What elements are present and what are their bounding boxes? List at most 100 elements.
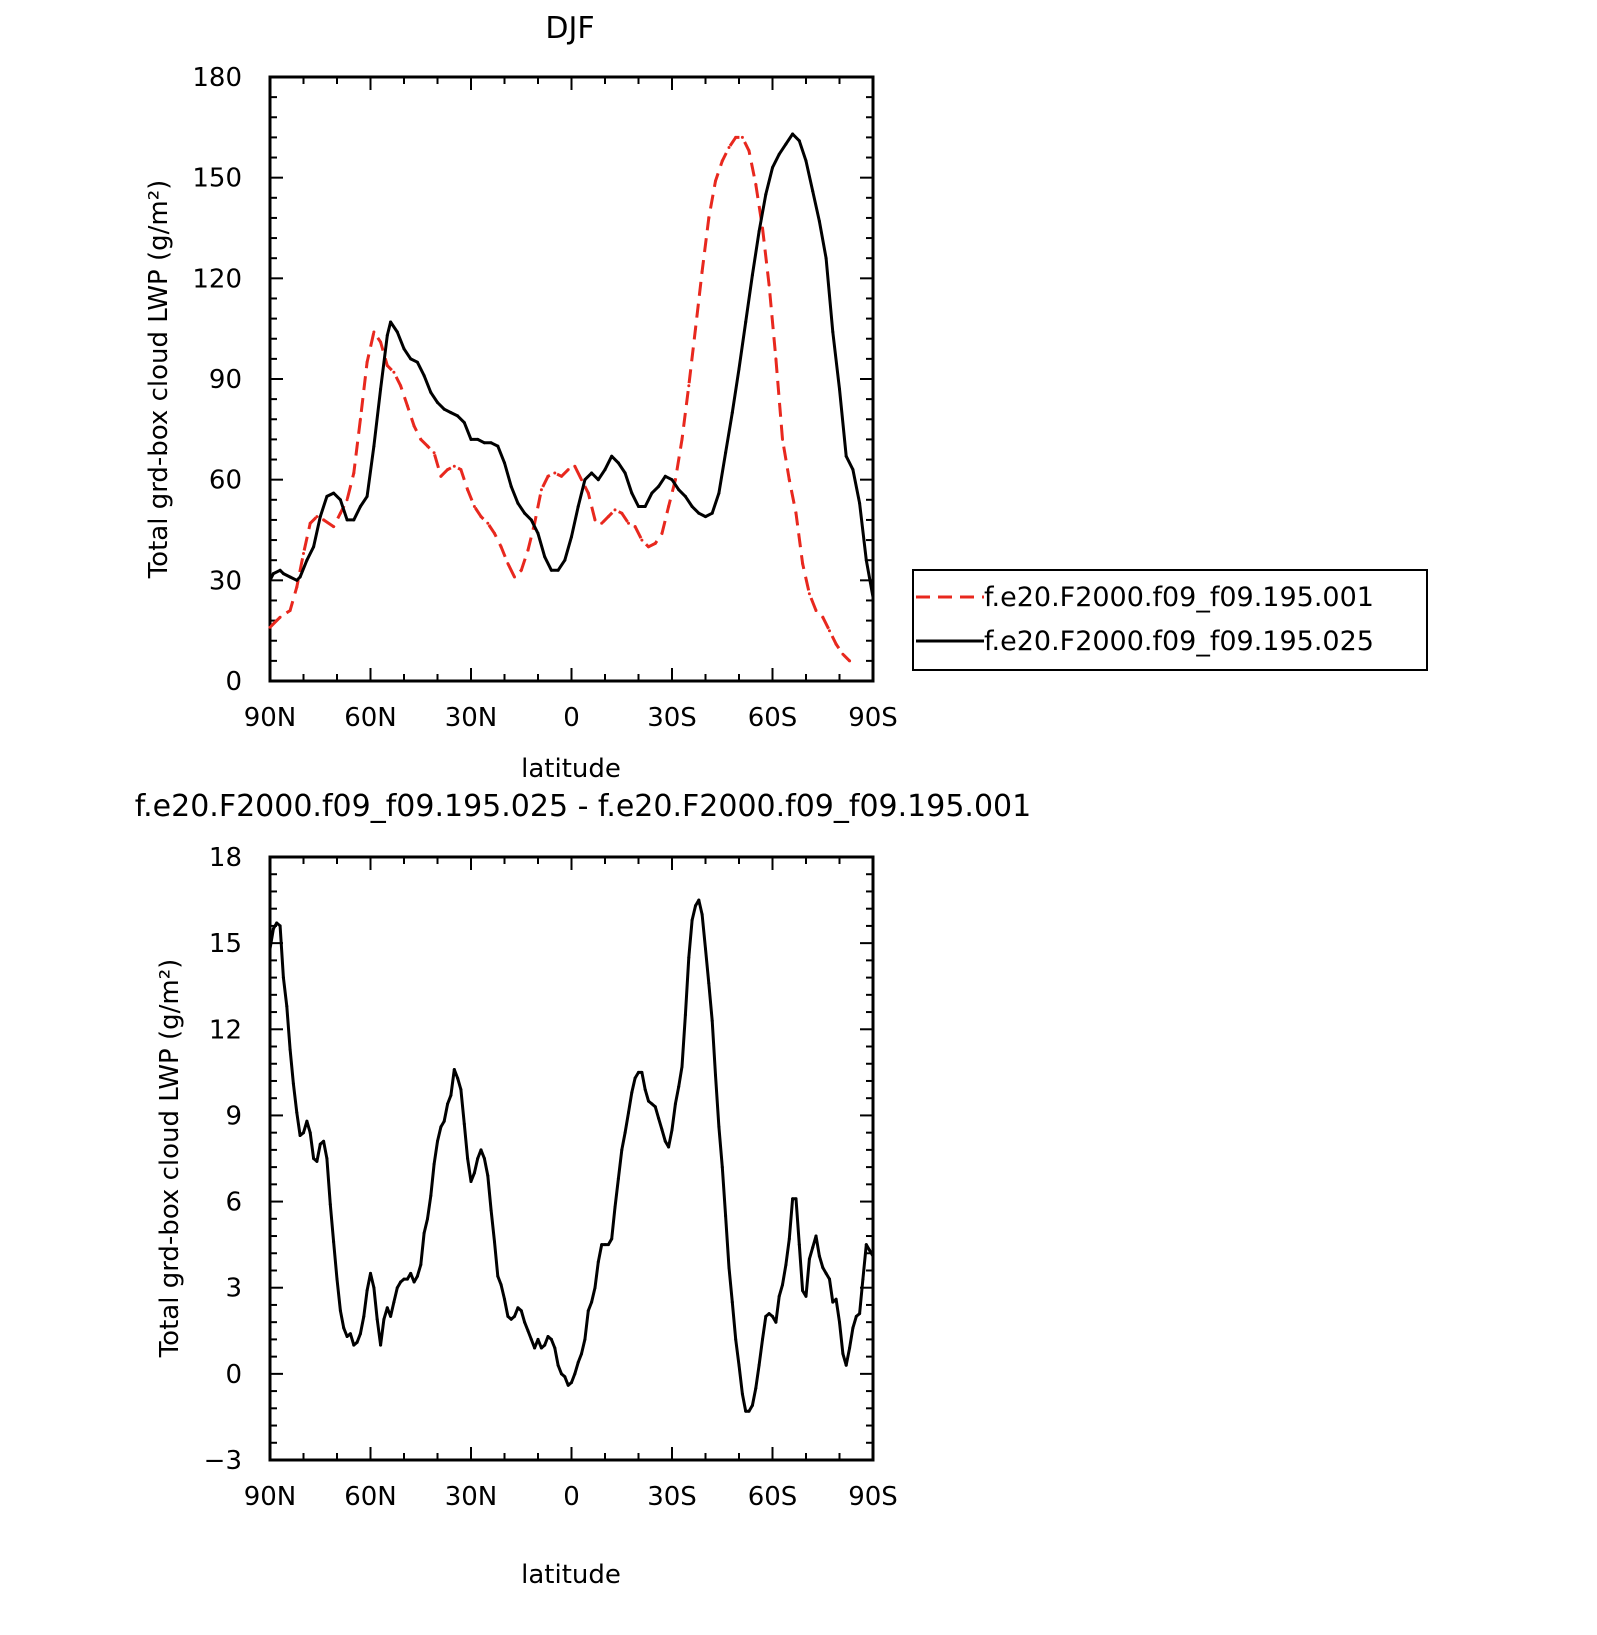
x-tick-label: 90S (848, 703, 898, 733)
data-point (539, 488, 543, 492)
data-point (640, 538, 644, 542)
data-point (546, 474, 550, 478)
data-point (771, 1314, 774, 1318)
data-point (459, 468, 463, 472)
data-point (338, 511, 342, 515)
data-point (606, 1243, 610, 1247)
data-point (821, 615, 825, 619)
data-point (657, 484, 661, 488)
data-point (747, 1409, 751, 1413)
series-line-1 (270, 132, 873, 600)
data-point (643, 505, 647, 508)
data-point (369, 1271, 372, 1275)
data-point (519, 568, 523, 572)
data-point (824, 256, 828, 260)
data-point (576, 1360, 580, 1364)
data-point (456, 1076, 460, 1080)
data-point (486, 1174, 490, 1178)
data-point (516, 501, 520, 505)
data-point (426, 444, 429, 448)
data-point (817, 1254, 821, 1258)
data-point (613, 1205, 617, 1209)
x-tick-label: 30N (445, 703, 498, 733)
data-point (740, 135, 744, 139)
data-point (871, 1254, 875, 1258)
data-point (325, 494, 329, 498)
data-point (543, 1343, 547, 1347)
data-point (747, 149, 751, 153)
data-point (761, 1337, 764, 1341)
data-point (697, 898, 701, 902)
data-point (834, 1297, 838, 1301)
data-point (667, 505, 671, 508)
data-point (583, 1337, 587, 1341)
data-point (509, 1317, 513, 1321)
data-point (365, 360, 369, 364)
data-point (630, 1091, 634, 1094)
data-point (811, 189, 815, 193)
data-point (573, 1372, 577, 1376)
data-point (486, 521, 490, 525)
y-tick-label: 30 (209, 566, 242, 596)
data-point (627, 521, 630, 525)
data-point (848, 659, 852, 663)
top-panel: DJF 90N 60N 30N 0 30S 60S 90S0306090120150180 … (144, 11, 898, 784)
data-point (439, 1125, 443, 1129)
data-point (694, 327, 697, 331)
data-point (570, 1381, 573, 1384)
data-point (657, 1116, 661, 1120)
data-point (834, 642, 838, 646)
plot-frame (268, 75, 875, 683)
data-point (804, 159, 808, 163)
data-point (489, 1208, 493, 1212)
data-point (717, 1125, 721, 1129)
data-point (315, 1159, 319, 1163)
data-point (365, 494, 369, 498)
data-point (482, 1157, 486, 1160)
plot-frame (268, 855, 875, 1462)
data-point (305, 1119, 309, 1123)
data-point (737, 1363, 741, 1367)
data-point (677, 488, 681, 492)
data-point (415, 360, 419, 364)
bottom-y-axis-label: Total grd-box cloud LWP (g/m²) (155, 959, 185, 1359)
legend-entry-series-025: f.e20.F2000.f09_f09.195.025 (984, 626, 1374, 657)
data-point (838, 387, 841, 391)
data-point (358, 1332, 362, 1336)
data-point (720, 159, 724, 163)
data-point (603, 468, 607, 472)
y-tick-label: 150 (192, 164, 242, 194)
data-point (784, 142, 788, 146)
data-point (526, 1329, 530, 1333)
data-point (295, 1111, 299, 1115)
data-point (553, 1346, 557, 1350)
top-plot-area: 90N 60N 30N 0 30S 60S 90S 0 30 60 90 120 150 180 (192, 63, 898, 733)
data-point (271, 927, 275, 931)
y-tick-label: 9 (225, 1101, 242, 1131)
data-point (382, 1317, 386, 1321)
data-point (308, 521, 312, 525)
data-point (523, 1320, 527, 1324)
data-point (851, 468, 855, 472)
data-point (647, 545, 650, 549)
data-point (714, 179, 717, 183)
data-point (482, 441, 486, 445)
data-point (338, 1309, 342, 1313)
data-point (761, 226, 764, 230)
data-point (362, 1314, 366, 1318)
data-point (730, 1300, 734, 1304)
data-point (556, 568, 560, 572)
data-point (707, 216, 711, 220)
data-point (670, 478, 674, 482)
data-point (412, 1280, 416, 1284)
data-point (868, 1248, 872, 1252)
data-point (375, 1317, 379, 1321)
data-point (539, 1346, 543, 1350)
data-point (496, 1274, 500, 1278)
data-point (811, 1246, 815, 1249)
data-point (596, 478, 600, 482)
data-point (573, 464, 577, 468)
data-point (275, 921, 279, 925)
data-point (757, 229, 761, 233)
data-point (432, 1162, 436, 1166)
